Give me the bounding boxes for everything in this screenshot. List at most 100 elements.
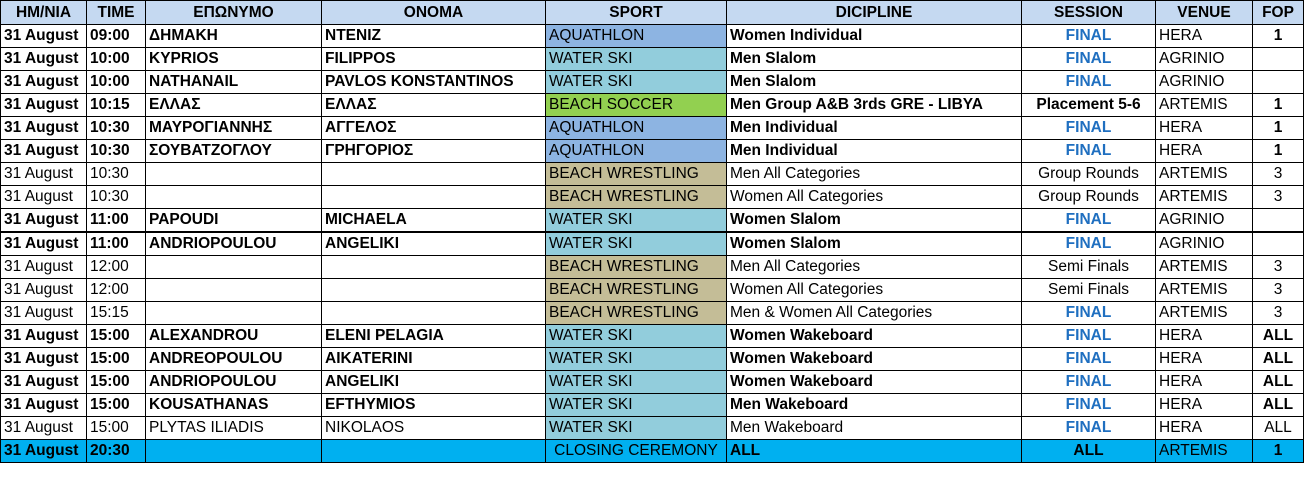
date-cell: 31 August: [0, 93, 87, 117]
surname-cell: [145, 439, 322, 463]
date-cell: 31 August: [0, 370, 87, 394]
discipline-cell: Men Slalom: [726, 47, 1022, 71]
session-cell: FINAL: [1021, 324, 1156, 348]
session-cell: Semi Finals: [1021, 255, 1156, 279]
surname-cell: ΜΑΥΡΟΓΙΑΝΝΗΣ: [145, 116, 322, 140]
sport-cell: WATER SKI: [545, 393, 727, 417]
venue-cell: ARTEMIS: [1155, 255, 1253, 279]
venue-cell: AGRINIO: [1155, 208, 1253, 233]
date-cell: 31 August: [0, 47, 87, 71]
session-cell: FINAL: [1021, 47, 1156, 71]
venue-cell: ARTEMIS: [1155, 301, 1253, 325]
table-row: 31 August 10:30 ΜΑΥΡΟΓΙΑΝΝΗΣ ΑΓΓΕΛΟΣ AQUATHL…: [0, 116, 1304, 140]
name-cell: ΕΛΛΑΣ: [321, 93, 546, 117]
discipline-cell: Men Slalom: [726, 70, 1022, 94]
header-session: SESSION: [1021, 0, 1156, 25]
discipline-cell: Women All Categories: [726, 278, 1022, 302]
surname-cell: PLYTAS ILIADIS: [145, 416, 322, 440]
time-cell: 15:00: [86, 393, 146, 417]
date-cell: 31 August: [0, 278, 87, 302]
time-cell: 10:30: [86, 116, 146, 140]
time-cell: 10:00: [86, 47, 146, 71]
session-cell: Group Rounds: [1021, 185, 1156, 209]
time-cell: 15:00: [86, 347, 146, 371]
fop-cell: ALL: [1252, 393, 1304, 417]
header-row: ΗΜ/ΝΙΑ TIME ΕΠΩΝΥΜΟ ΟΝΟΜΑ SPORT DICIPLIN…: [0, 0, 1304, 25]
surname-cell: KOUSATHANAS: [145, 393, 322, 417]
surname-cell: [145, 278, 322, 302]
sport-cell: BEACH WRESTLING: [545, 301, 727, 325]
header-sport: SPORT: [545, 0, 727, 25]
fop-cell: [1252, 70, 1304, 94]
discipline-cell: Women Slalom: [726, 208, 1022, 233]
fop-cell: ALL: [1252, 324, 1304, 348]
fop-cell: 1: [1252, 439, 1304, 463]
venue-cell: HERA: [1155, 139, 1253, 163]
time-cell: 12:00: [86, 255, 146, 279]
sport-cell: AQUATHLON: [545, 139, 727, 163]
fop-cell: 1: [1252, 93, 1304, 117]
time-cell: 11:00: [86, 208, 146, 233]
surname-cell: ANDRIOPOULOU: [145, 370, 322, 394]
name-cell: [321, 439, 546, 463]
surname-cell: KYPRIOS: [145, 47, 322, 71]
name-cell: [321, 185, 546, 209]
name-cell: ELENI PELAGIA: [321, 324, 546, 348]
date-cell: 31 August: [0, 162, 87, 186]
time-cell: 10:30: [86, 139, 146, 163]
name-cell: ΓΡΗΓΟΡΙΟΣ: [321, 139, 546, 163]
session-cell: Group Rounds: [1021, 162, 1156, 186]
date-cell: 31 August: [0, 416, 87, 440]
surname-cell: ANDREOPOULOU: [145, 347, 322, 371]
fop-cell: ALL: [1252, 416, 1304, 440]
discipline-cell: Men & Women All Categories: [726, 301, 1022, 325]
sport-cell: WATER SKI: [545, 70, 727, 94]
session-cell: FINAL: [1021, 416, 1156, 440]
venue-cell: HERA: [1155, 116, 1253, 140]
session-cell: FINAL: [1021, 370, 1156, 394]
venue-cell: ARTEMIS: [1155, 185, 1253, 209]
schedule-table: ΗΜ/ΝΙΑ TIME ΕΠΩΝΥΜΟ ΟΝΟΜΑ SPORT DICIPLIN…: [0, 0, 1304, 463]
session-cell: FINAL: [1021, 301, 1156, 325]
discipline-cell: Women Wakeboard: [726, 370, 1022, 394]
name-cell: [321, 278, 546, 302]
name-cell: [321, 301, 546, 325]
name-cell: AIKATERINI: [321, 347, 546, 371]
table-row: 31 August 10:00 KYPRIOS FILIPPOS WATER SKI Me…: [0, 47, 1304, 71]
sport-cell: AQUATHLON: [545, 24, 727, 48]
date-cell: 31 August: [0, 185, 87, 209]
sport-cell: WATER SKI: [545, 416, 727, 440]
table-row: 31 August 11:00 ANDRIOPOULOU ANGELIKI WATER …: [0, 231, 1304, 256]
discipline-cell: Men Individual: [726, 116, 1022, 140]
sport-cell: AQUATHLON: [545, 116, 727, 140]
name-cell: FILIPPOS: [321, 47, 546, 71]
time-cell: 10:00: [86, 70, 146, 94]
time-cell: 20:30: [86, 439, 146, 463]
time-cell: 15:00: [86, 370, 146, 394]
table-row: 31 August 20:30 CLOSING CEREMONY ALL ALL ARTE…: [0, 439, 1304, 463]
time-cell: 15:15: [86, 301, 146, 325]
sport-cell: WATER SKI: [545, 324, 727, 348]
venue-cell: HERA: [1155, 370, 1253, 394]
sport-cell: BEACH WRESTLING: [545, 255, 727, 279]
session-cell: FINAL: [1021, 70, 1156, 94]
fop-cell: 1: [1252, 116, 1304, 140]
header-surname: ΕΠΩΝΥΜΟ: [145, 0, 322, 25]
discipline-cell: Women Individual: [726, 24, 1022, 48]
venue-cell: AGRINIO: [1155, 47, 1253, 71]
surname-cell: [145, 255, 322, 279]
session-cell: FINAL: [1021, 231, 1156, 256]
venue-cell: HERA: [1155, 416, 1253, 440]
date-cell: 31 August: [0, 231, 87, 256]
date-cell: 31 August: [0, 324, 87, 348]
table-row: 31 August 15:00 ANDRIOPOULOU ANGELIKI WATER …: [0, 370, 1304, 394]
date-cell: 31 August: [0, 439, 87, 463]
table-row: 31 August 10:30 BEACH WRESTLING Women All C…: [0, 185, 1304, 209]
table-row: 31 August 12:00 BEACH WRESTLING Men All Cat…: [0, 255, 1304, 279]
name-cell: MICHAELA: [321, 208, 546, 233]
discipline-cell: Men Wakeboard: [726, 416, 1022, 440]
name-cell: EFTHYMIOS: [321, 393, 546, 417]
session-cell: FINAL: [1021, 393, 1156, 417]
venue-cell: HERA: [1155, 347, 1253, 371]
date-cell: 31 August: [0, 255, 87, 279]
